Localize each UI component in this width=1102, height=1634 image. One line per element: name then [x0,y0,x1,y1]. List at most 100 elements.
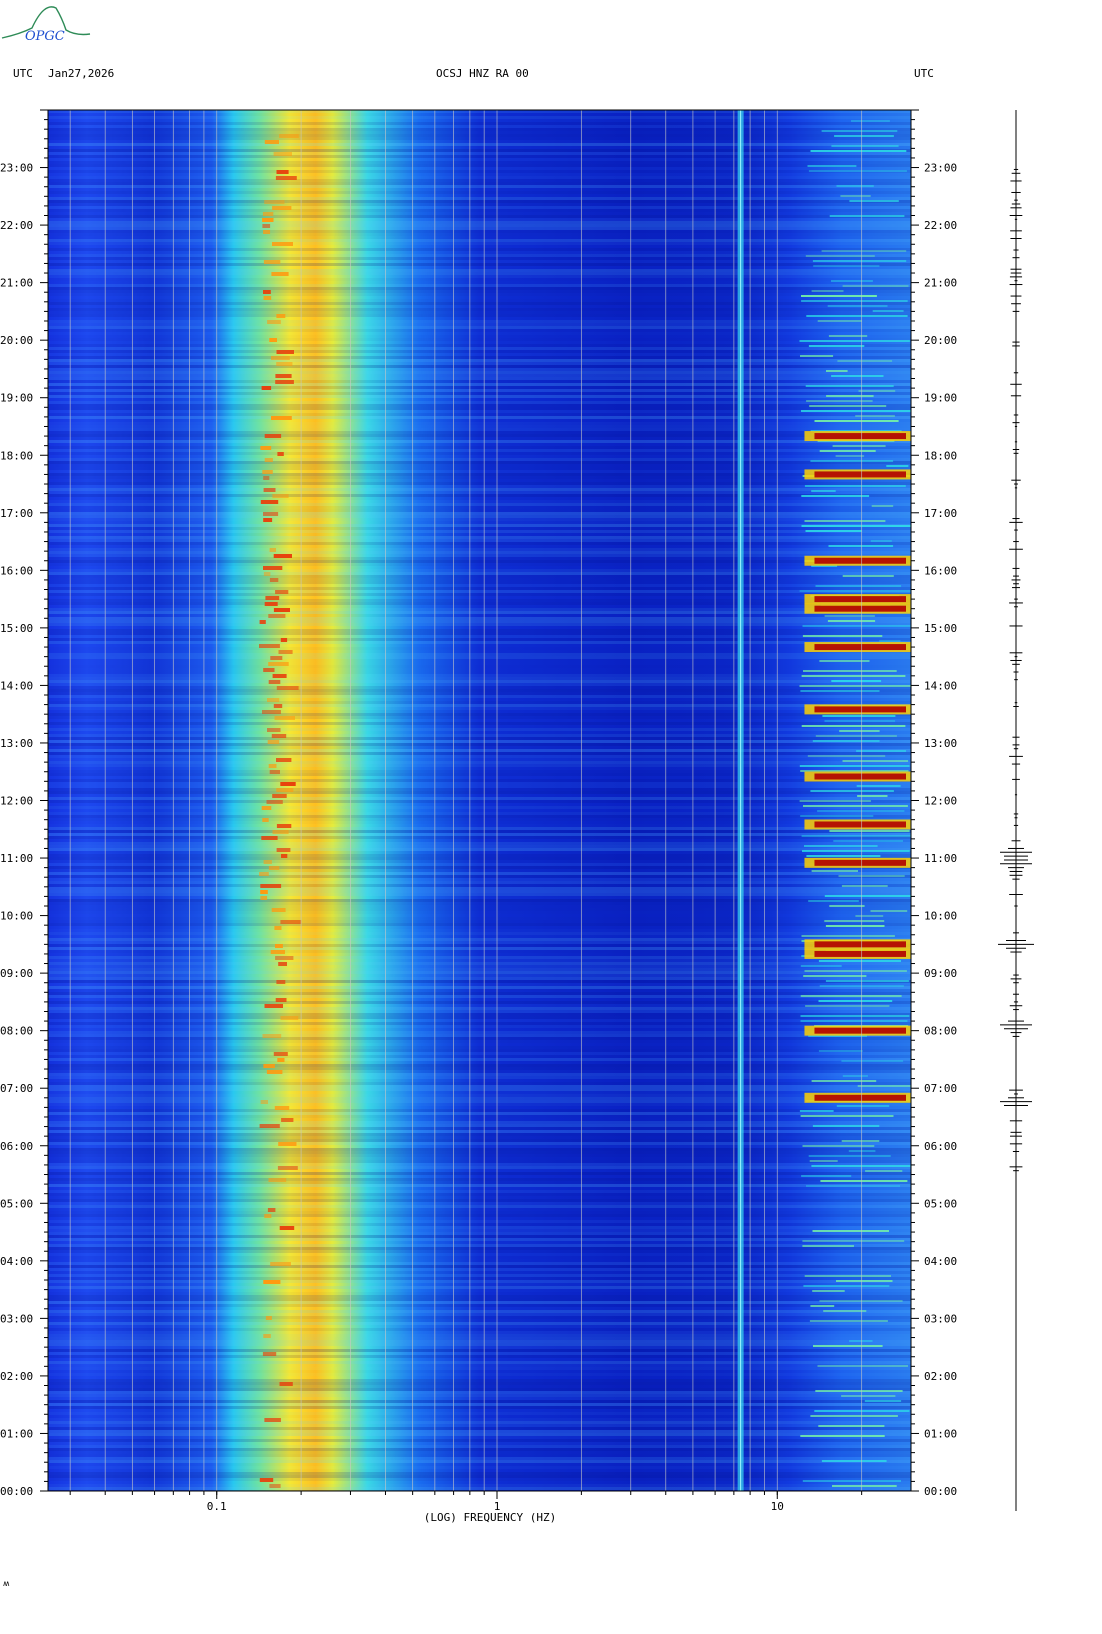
microseism-speckle [272,830,289,834]
texture-stripe [48,347,911,350]
texture-stripe [48,1331,911,1334]
texture-stripe [48,1460,911,1463]
texture-stripe [48,1076,911,1079]
hf-streak [855,915,884,917]
microseism-speckle [260,890,268,894]
texture-stripe [48,626,911,629]
texture-stripe [48,824,911,827]
texture-stripe [48,893,911,896]
texture-stripe [48,728,911,731]
texture-stripe [48,773,911,776]
microseism-speckle [262,212,274,216]
microseism-speckle [264,200,285,204]
microseism-speckle [266,800,283,804]
hf-streak [803,1285,890,1287]
texture-stripe [48,635,911,638]
texture-stripe [48,1304,911,1307]
hf-streak [829,905,865,907]
microseism-speckle [261,386,272,390]
texture-stripe [48,560,911,563]
microseism-speckle [262,470,273,474]
texture-stripe [48,1334,911,1337]
event-band-hot [814,773,906,780]
texture-stripe [48,539,911,542]
texture-stripe [48,1199,911,1202]
hf-streak [804,485,906,487]
texture-stripe [48,587,911,590]
texture-stripe [48,713,911,716]
microseism-speckle [281,1118,294,1122]
microseism-speckle [271,356,290,360]
texture-stripe [48,1142,911,1145]
texture-stripe [48,1445,911,1448]
texture-stripe [48,914,911,917]
texture-stripe [48,800,911,803]
microseism-speckle [268,1178,287,1182]
texture-stripe [48,419,911,422]
texture-stripe [48,1232,911,1235]
hf-streak [838,875,905,877]
texture-stripe [48,1055,911,1058]
texture-stripe [48,920,911,923]
texture-stripe [48,389,911,392]
texture-stripe [48,899,911,902]
hf-streak [820,1180,908,1182]
microseism-speckle [265,1316,272,1320]
hf-streak [800,690,880,692]
y-tick-label-right: 09:00 [924,967,957,980]
texture-stripe [48,674,911,677]
texture-stripe [48,1118,911,1121]
texture-stripe [48,326,911,329]
texture-stripe [48,218,911,221]
texture-stripe [48,698,911,701]
microseism-speckle [278,650,293,654]
y-tick-label-left: 23:00 [0,162,33,175]
texture-stripe [48,479,911,482]
texture-stripe [48,1487,911,1490]
texture-stripe [48,335,911,338]
texture-stripe [48,860,911,863]
y-tick-label-left: 00:00 [0,1485,33,1498]
texture-stripe [48,848,911,851]
date-label: Jan27,2026 [48,67,115,80]
texture-stripe [48,1376,911,1379]
microseism-speckle [262,1352,277,1356]
texture-stripe [48,1292,911,1295]
texture-stripe [48,935,911,938]
texture-stripe [48,113,911,116]
hf-streak [817,1365,908,1367]
hf-streak [848,1150,876,1152]
texture-stripe [48,1223,911,1226]
texture-stripe [48,890,911,893]
texture-stripe [48,371,911,374]
hf-streak [802,1480,901,1482]
texture-stripe [48,1154,911,1157]
texture-stripe [48,1115,911,1118]
microseism-speckle [275,944,283,948]
texture-stripe [48,197,911,200]
hf-streak [849,1340,873,1342]
seismogram-trace [998,110,1034,1511]
texture-stripe [48,248,911,251]
texture-stripe [48,839,911,842]
texture-stripe [48,1019,911,1022]
texture-stripe [48,1217,911,1220]
texture-stripe [48,590,911,593]
microseism-speckle [262,1034,282,1038]
texture-stripe [48,1097,911,1100]
texture-stripe [48,428,911,431]
texture-stripe [48,779,911,782]
y-tick-label-right: 11:00 [924,852,957,865]
texture-stripe [48,1451,911,1454]
microseism-speckle [263,572,271,576]
texture-stripe [48,1418,911,1421]
texture-stripe [48,161,911,164]
texture-stripe [48,812,911,815]
texture-stripe [48,1328,911,1331]
texture-stripe [48,584,911,587]
hf-streak [824,615,875,617]
hf-streak [828,335,868,337]
texture-stripe [48,1421,911,1424]
texture-stripe [48,182,911,185]
texture-stripe [48,455,911,458]
